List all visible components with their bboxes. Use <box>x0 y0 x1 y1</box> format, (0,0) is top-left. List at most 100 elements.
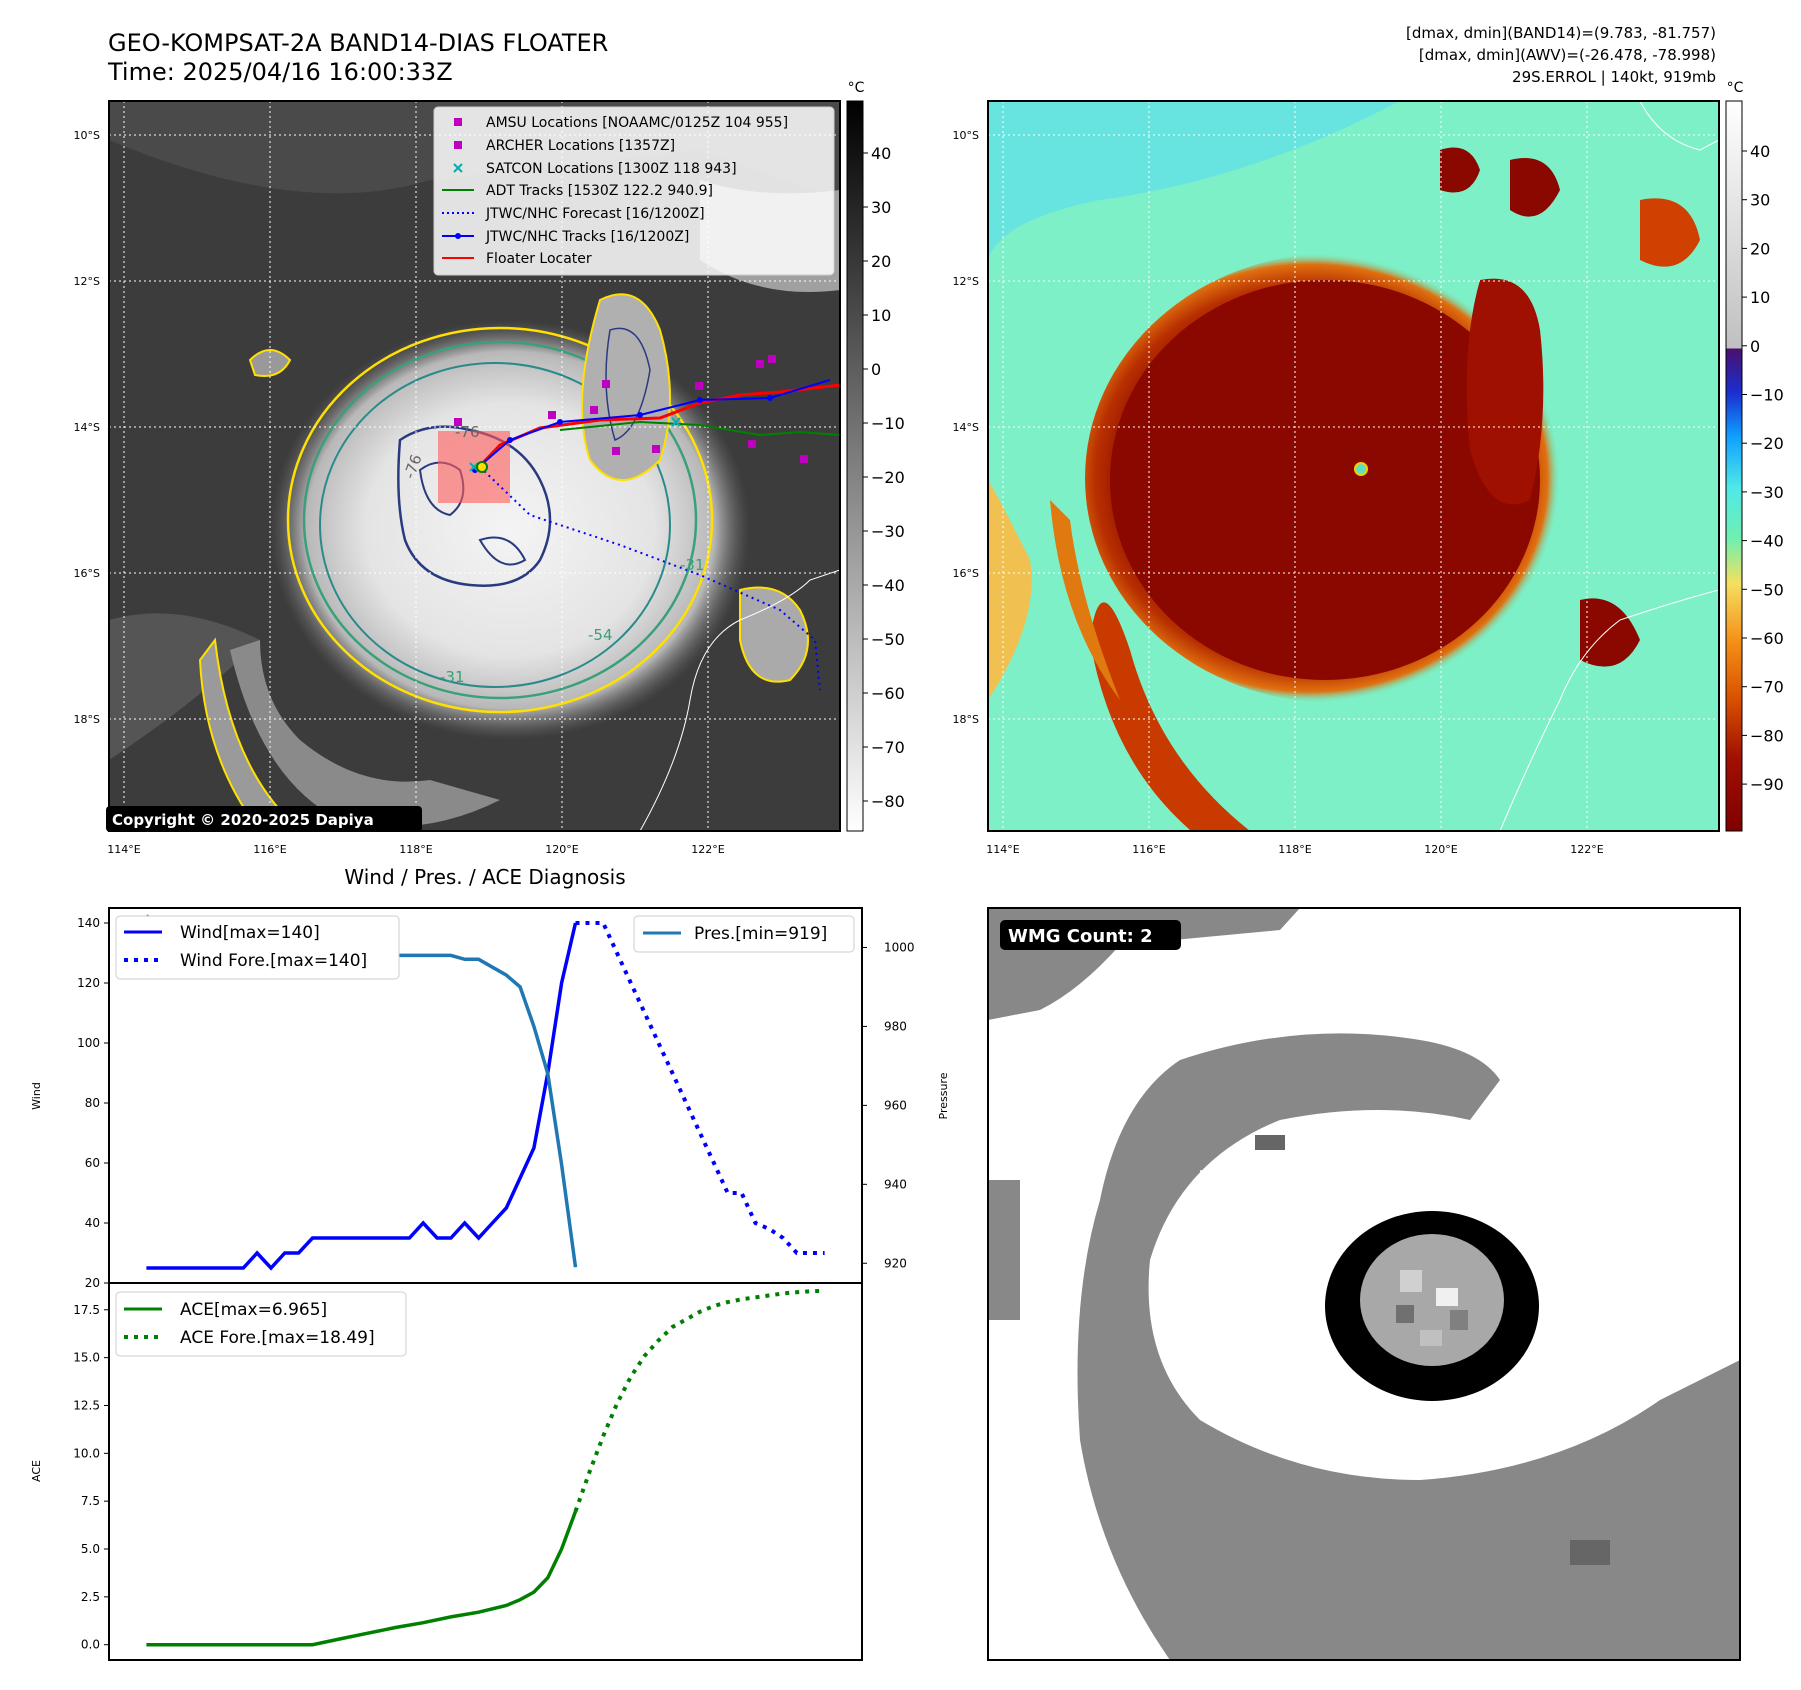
ir-map-lat-label: 16°S <box>74 567 100 580</box>
ir-map-frame <box>108 100 841 832</box>
enhanced-colorbar-tick-label: −30 <box>1750 483 1784 502</box>
enhanced-map-panel: °C 403020100−10−20−30−40−50−60−70−80−90 … <box>953 80 1784 856</box>
legend-marker-amsu <box>454 118 462 126</box>
eye <box>1354 462 1368 476</box>
legend-marker-satcon <box>453 163 463 173</box>
copyright-box <box>106 806 422 832</box>
contour-label: -76 <box>455 423 480 441</box>
enhanced-colorbar-tick-label: −40 <box>1750 532 1784 551</box>
spiral-band <box>230 640 500 827</box>
storm-center <box>476 461 488 473</box>
ir-map-lon-label: 118°E <box>399 843 432 856</box>
legend-marker-archer <box>454 141 462 149</box>
enhanced-map-lat-label: 10°S <box>953 129 979 142</box>
wind-forecast-legend-label: Wind Fore.[max=140] <box>180 951 367 971</box>
wmg-eye <box>1360 1234 1504 1366</box>
ir-colorbar-tick-label: −10 <box>871 414 905 433</box>
cold-contour <box>397 425 552 587</box>
enhanced-map-lat-label: 14°S <box>953 421 979 434</box>
ir-map-lon-label: 114°E <box>107 843 140 856</box>
enhanced-map-lat-label: 18°S <box>953 713 979 726</box>
enhanced-colorbar-tick-label: −20 <box>1750 434 1784 453</box>
info-band14: [dmax, dmin](BAND14)=(9.783, -81.757) <box>1406 24 1716 42</box>
info-awv: [dmax, dmin](AWV)=(-26.478, -78.998) <box>1419 46 1716 64</box>
ir-colorbar-tick-label: −80 <box>871 792 905 811</box>
ir-colorbar-tick-label: −70 <box>871 738 905 757</box>
central-dense-overcast <box>270 320 750 740</box>
enhanced-colorbar-tick-label: 30 <box>1750 191 1770 210</box>
coastline <box>639 569 840 831</box>
contour-label: -31 <box>440 668 465 686</box>
ir-colorbar-unit: °C <box>848 80 865 96</box>
pressure-legend-label: Pres.[min=919] <box>694 924 827 944</box>
legend-label-archer: ARCHER Locations [1357Z] <box>486 138 675 154</box>
ir-colorbar-tick-label: −40 <box>871 576 905 595</box>
wind-tick-label: 80 <box>85 1096 100 1110</box>
diagnosis-title: Wind / Pres. / ACE Diagnosis <box>344 865 625 889</box>
ir-colorbar-tick-label: −30 <box>871 522 905 541</box>
map-legend: AMSU Locations [NOAAMC/0125Z 104 955] AR… <box>433 106 835 276</box>
legend-label-floater: Floater Locater <box>486 251 592 267</box>
ace-chart: ACE 0.0 2.5 5.0 7.5 10.0 12.5 15.0 17.5 ACE[max… <box>30 1282 863 1661</box>
ir-colorbar: °C 40 30 20 10 0 −10 −20 −30 −40 −50 −60 −70 −80 <box>846 80 905 832</box>
pressure-legend: Pres.[min=919] <box>633 915 855 953</box>
wind-tick-label: 120 <box>77 976 100 990</box>
ir-map-lat-label: 18°S <box>74 713 100 726</box>
enhanced-map-lat-label: 12°S <box>953 275 979 288</box>
enhanced-map-lon-label: 114°E <box>986 843 1019 856</box>
ace-legend: ACE[max=6.965] ACE Fore.[max=18.49] <box>115 1291 407 1357</box>
contour-label: -31 <box>680 556 705 574</box>
series-line-ace <box>146 1510 578 1647</box>
ace-tick-label: 5.0 <box>81 1542 100 1556</box>
wind-tick-label: 100 <box>77 1036 100 1050</box>
enhanced-colorbar-tick-label: 10 <box>1750 288 1770 307</box>
enhanced-colorbar-tick-label: 0 <box>1750 337 1760 356</box>
enhanced-colorbar-unit: °C <box>1727 80 1744 96</box>
enhanced-colorbar-tick-label: −10 <box>1750 386 1784 405</box>
ace-tick-label: 10.0 <box>73 1446 100 1460</box>
enhanced-colorbar-tick-label: −60 <box>1750 629 1784 648</box>
info-storm: 29S.ERROL | 140kt, 919mb <box>1512 68 1716 86</box>
pressure-tick-label: 960 <box>884 1098 907 1112</box>
pressure-tick-label: 1000 <box>884 940 915 954</box>
ir-map-lat-label: 10°S <box>74 129 100 142</box>
ir-colorbar-tick-label: 10 <box>871 306 891 325</box>
ir-colorbar-tick-label: −50 <box>871 630 905 649</box>
enhanced-colorbar-tick-label: −70 <box>1750 678 1784 697</box>
pressure-tick-label: 920 <box>884 1256 907 1270</box>
ir-map-lon-label: 116°E <box>253 843 286 856</box>
ir-colorbar-tick-label: 0 <box>871 360 881 379</box>
pressure-tick-label: 940 <box>884 1177 907 1191</box>
ir-map-lat-label: 12°S <box>74 275 100 288</box>
ace-tick-label: 12.5 <box>73 1398 100 1412</box>
ir-colorbar-tick-label: 30 <box>871 198 891 217</box>
ir-colorbar-tick-label: −20 <box>871 468 905 487</box>
amsu-archer-markers <box>454 355 808 463</box>
enhanced-colorbar: °C 40 30 20 10 0 −10 −20 −30 −40 −50 −60 −70 −80 −90 <box>1725 80 1784 832</box>
enhanced-colorbar-tick-label: 40 <box>1750 142 1770 161</box>
enhanced-map-lon-label: 116°E <box>1132 843 1165 856</box>
wind-tick-label: 140 <box>77 916 100 930</box>
ir-colorbar-tick-label: 40 <box>871 144 891 163</box>
figure-time: Time: 2025/04/16 16:00:33Z <box>107 58 453 86</box>
ace-axis-label: ACE <box>30 1460 43 1482</box>
ace-tick-label: 2.5 <box>81 1590 100 1604</box>
pressure-axis-label: Pressure <box>937 1072 950 1119</box>
ir-map-lon-label: 120°E <box>545 843 578 856</box>
ir-map-lon-label: 122°E <box>691 843 724 856</box>
enhanced-map-frame <box>987 100 1720 832</box>
ace-tick-label: 17.5 <box>73 1303 100 1317</box>
wind-legend-label: Wind[max=140] <box>180 923 320 943</box>
ir-map-lat-label: 14°S <box>74 421 100 434</box>
copyright-text: Copyright © 2020-2025 Dapiya <box>112 811 374 829</box>
enhanced-colorbar-tick-label: −50 <box>1750 580 1784 599</box>
legend-label-amsu: AMSU Locations [NOAAMC/0125Z 104 955] <box>486 115 788 131</box>
ace-legend-label: ACE[max=6.965] <box>180 1300 327 1320</box>
wind-axis-label: Wind <box>30 1082 43 1110</box>
pressure-tick-label: 980 <box>884 1019 907 1033</box>
wmg-count-label: WMG Count: 2 <box>1008 926 1153 947</box>
legend-label-adt: ADT Tracks [1530Z 122.2 940.9] <box>486 183 713 199</box>
adt-track <box>559 420 840 437</box>
series-line-ace-forecast <box>573 1288 825 1513</box>
